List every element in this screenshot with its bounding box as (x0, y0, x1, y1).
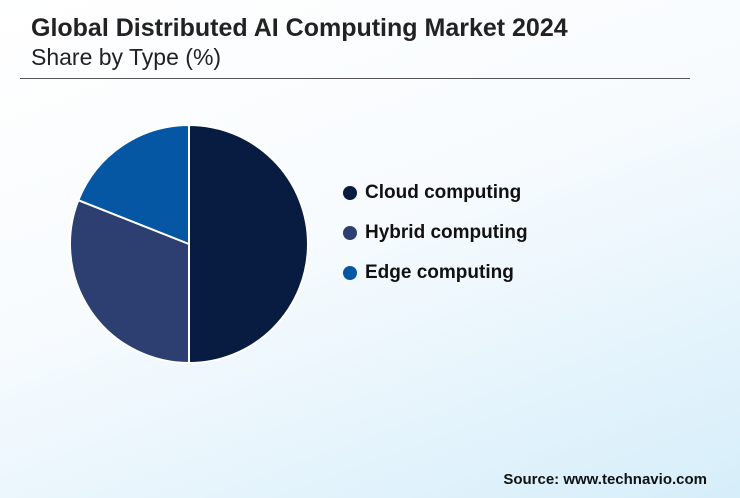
title-divider (20, 78, 690, 79)
legend-dot (343, 266, 357, 280)
legend-label: Hybrid computing (365, 222, 528, 243)
legend-label: Cloud computing (365, 182, 522, 203)
source-note: Source: www.technavio.com (503, 471, 707, 488)
legend-item: Hybrid computing (343, 213, 528, 253)
legend-dot (343, 226, 357, 240)
chart-title: Global Distributed AI Computing Market 2… (31, 14, 568, 42)
chart-subtitle: Share by Type (%) (31, 44, 222, 70)
pie-slice-edge-computing (77, 123, 190, 246)
legend-item: Cloud computing (343, 173, 528, 213)
legend-dot (343, 186, 357, 200)
pie-slice-cloud-computing (188, 123, 309, 365)
legend-label: Edge computing (365, 262, 514, 283)
legend-item: Edge computing (343, 253, 528, 293)
pie-slice-hybrid-computing (69, 198, 190, 365)
legend: Cloud computing Hybrid computing Edge co… (343, 173, 528, 293)
